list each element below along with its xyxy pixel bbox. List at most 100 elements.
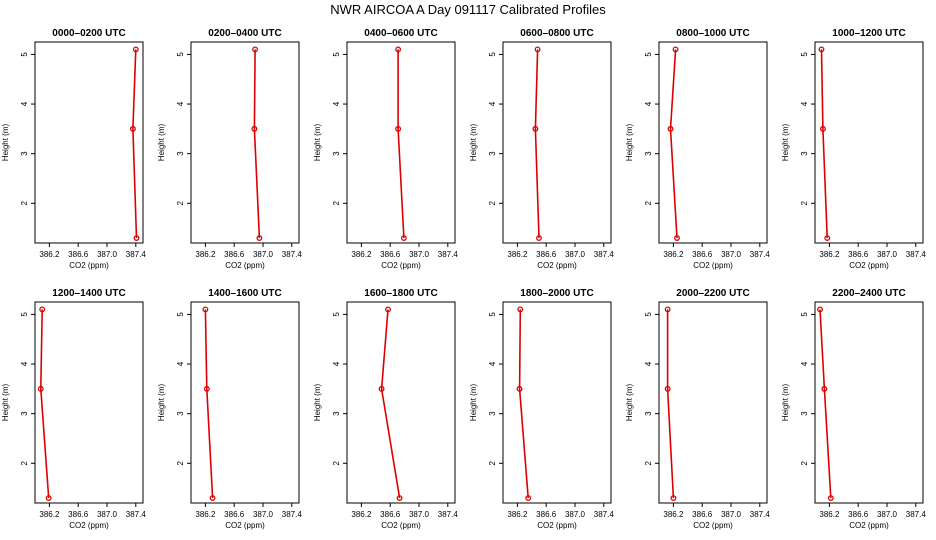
panel-title: 0600–0800 UTC [520, 28, 593, 39]
panel-title: 1800–2000 UTC [520, 288, 593, 299]
x-tick-label: 387.0 [877, 250, 898, 259]
profile-point [819, 125, 826, 132]
y-axis-label: Height (m) [157, 123, 166, 161]
y-tick-label: 5 [20, 312, 29, 317]
x-tick-label: 387.4 [282, 510, 303, 519]
profile-point [37, 385, 44, 392]
x-tick-label: 386.6 [536, 510, 557, 519]
x-tick-label: 387.0 [721, 250, 742, 259]
y-tick-label: 2 [488, 201, 497, 206]
plot-frame [34, 301, 144, 504]
profile-point [252, 46, 259, 53]
x-axis-label: CO2 (ppm) [693, 261, 733, 270]
x-tick-label: 387.0 [253, 250, 274, 259]
x-tick-label: 386.2 [663, 250, 684, 259]
profile-point [517, 306, 524, 313]
profile-point [532, 125, 539, 132]
y-tick-label: 5 [20, 52, 29, 57]
y-tick-label: 2 [20, 201, 29, 206]
plot-frame [190, 301, 300, 504]
profile-point [132, 46, 139, 53]
x-tick-label: 386.2 [39, 510, 60, 519]
panel-title: 1000–1200 UTC [832, 28, 905, 39]
y-tick-label: 5 [644, 52, 653, 57]
y-tick-label: 4 [644, 361, 653, 366]
profile-point [133, 235, 140, 241]
x-axis-label: CO2 (ppm) [849, 521, 889, 530]
profile-line [397, 49, 405, 239]
x-tick-label: 387.4 [126, 510, 147, 519]
profile-line [534, 49, 540, 239]
plot-frame [658, 301, 768, 504]
y-axis-label: Height (m) [781, 123, 790, 161]
chart-title: NWR AIRCOA A Day 091117 Calibrated Profi… [330, 2, 606, 17]
y-tick-label: 2 [20, 461, 29, 466]
x-axis-label: CO2 (ppm) [537, 261, 577, 270]
x-tick-label: 387.0 [97, 510, 118, 519]
y-tick-label: 3 [488, 151, 497, 156]
x-tick-label: 387.4 [750, 250, 771, 259]
profile-point [385, 306, 391, 313]
y-axis-label: Height (m) [1, 383, 10, 421]
profile-point [536, 235, 542, 241]
x-tick-label: 387.0 [253, 510, 274, 519]
x-tick-label: 386.6 [68, 510, 89, 519]
profile-line [204, 309, 214, 499]
y-axis-label: Height (m) [157, 383, 166, 421]
profile-point [395, 125, 402, 132]
y-tick-label: 4 [488, 361, 497, 366]
y-tick-label: 2 [644, 461, 653, 466]
y-tick-label: 3 [20, 411, 29, 416]
y-tick-label: 5 [332, 312, 341, 317]
x-tick-label: 387.0 [565, 510, 586, 519]
y-tick-label: 3 [800, 151, 809, 156]
x-axis-label: CO2 (ppm) [69, 261, 109, 270]
profile-point [251, 125, 258, 132]
profile-line [666, 309, 675, 499]
y-tick-label: 4 [488, 101, 497, 106]
x-tick-label: 387.4 [126, 250, 147, 259]
x-tick-label: 387.4 [594, 250, 615, 259]
x-axis-label: CO2 (ppm) [381, 521, 421, 530]
y-tick-label: 5 [176, 312, 185, 317]
x-tick-label: 386.2 [507, 510, 528, 519]
x-tick-label: 386.2 [351, 510, 372, 519]
profile-point [818, 46, 825, 53]
y-tick-label: 2 [332, 201, 341, 206]
x-tick-label: 387.4 [438, 250, 459, 259]
y-tick-label: 4 [20, 101, 29, 106]
panel-title: 1200–1400 UTC [52, 288, 125, 299]
profile-line [132, 49, 138, 239]
x-tick-label: 387.0 [97, 250, 118, 259]
x-tick-label: 386.6 [224, 510, 245, 519]
plot-frame [502, 301, 612, 504]
y-tick-label: 4 [176, 361, 185, 366]
x-tick-label: 386.2 [663, 510, 684, 519]
x-tick-label: 386.6 [848, 510, 869, 519]
x-tick-label: 386.2 [39, 250, 60, 259]
y-tick-label: 2 [800, 461, 809, 466]
profile-point [821, 385, 828, 392]
profile-point [525, 495, 532, 501]
profile-point [674, 235, 680, 241]
y-axis-label: Height (m) [781, 383, 790, 421]
y-tick-label: 3 [488, 411, 497, 416]
x-tick-label: 387.4 [282, 250, 303, 259]
panel-title: 0000–0200 UTC [52, 28, 125, 39]
plot-frame [346, 41, 456, 244]
x-tick-label: 387.4 [594, 510, 615, 519]
x-tick-label: 386.2 [819, 250, 840, 259]
x-tick-label: 386.6 [848, 250, 869, 259]
x-tick-label: 386.6 [224, 250, 245, 259]
x-axis-label: CO2 (ppm) [225, 261, 265, 270]
y-tick-label: 4 [800, 101, 809, 106]
y-tick-label: 3 [644, 411, 653, 416]
profile-point [395, 46, 402, 53]
profile-point [827, 495, 834, 501]
x-axis-label: CO2 (ppm) [693, 521, 733, 530]
y-tick-label: 5 [488, 52, 497, 57]
plot-frame [814, 41, 924, 244]
y-tick-label: 5 [176, 52, 185, 57]
y-tick-label: 4 [20, 361, 29, 366]
x-axis-label: CO2 (ppm) [537, 521, 577, 530]
